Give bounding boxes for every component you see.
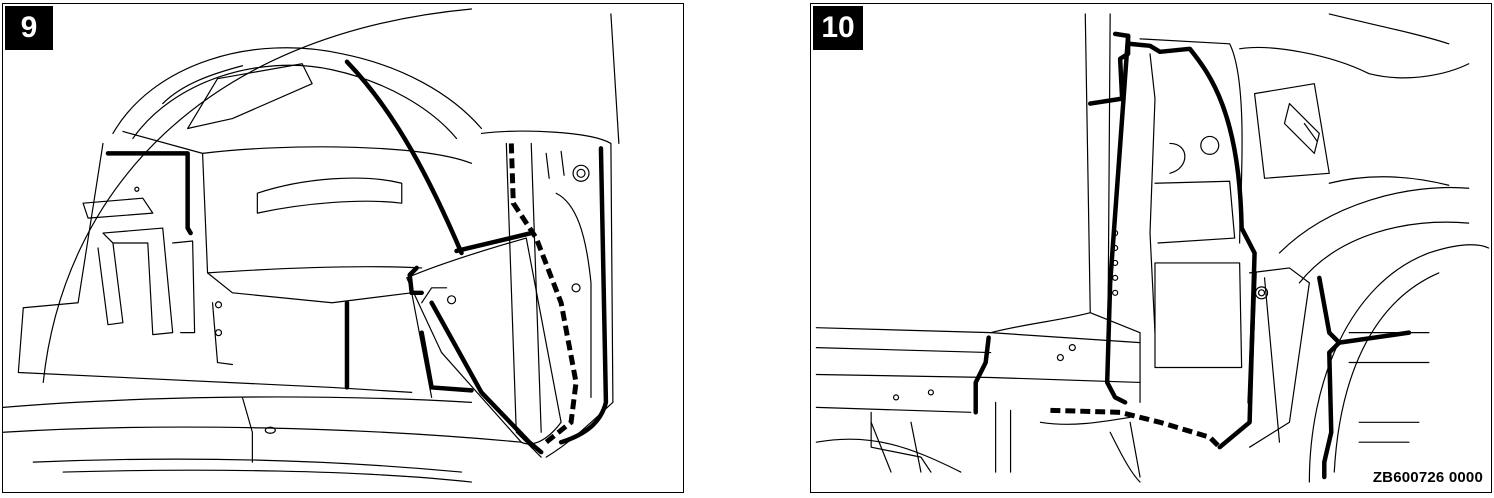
rocker-pillar-line-drawing [815, 13, 1490, 483]
step-number-badge: 10 [813, 6, 863, 50]
illustration-panel-10: 10 [810, 3, 1492, 493]
illustration-panel-9: 9 [2, 3, 684, 493]
wheel-housing-line-drawing [3, 8, 620, 483]
step-number-badge: 9 [5, 6, 53, 50]
figure-code: ZB600726 0000 [1372, 469, 1483, 486]
